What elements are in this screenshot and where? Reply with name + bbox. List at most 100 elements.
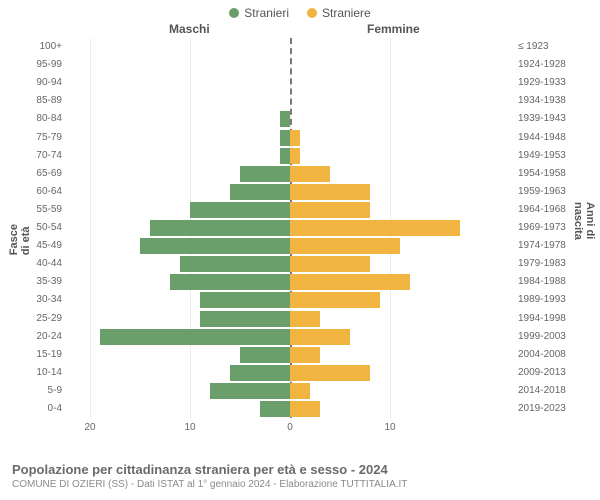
x-tick-label: 10 — [184, 422, 195, 433]
bar-male — [260, 401, 290, 417]
birth-year-label: 1959-1963 — [518, 186, 566, 197]
pyramid-row — [70, 148, 510, 164]
age-label: 50-54 — [36, 222, 62, 233]
pyramid-row — [70, 401, 510, 417]
pyramid-row — [70, 292, 510, 308]
age-label: 100+ — [39, 41, 62, 52]
bar-female — [290, 383, 310, 399]
bar-male — [210, 383, 290, 399]
bar-female — [290, 130, 300, 146]
pyramid-row — [70, 274, 510, 290]
y-axis-right-label: Anni di nascita — [572, 202, 596, 240]
bar-female — [290, 292, 380, 308]
bar-female — [290, 311, 320, 327]
bar-male — [190, 202, 290, 218]
chart-footer: Popolazione per cittadinanza straniera p… — [12, 462, 588, 490]
age-label: 30-34 — [36, 294, 62, 305]
age-label: 45-49 — [36, 240, 62, 251]
age-label: 55-59 — [36, 204, 62, 215]
pyramid-row — [70, 238, 510, 254]
bar-female — [290, 347, 320, 363]
pyramid-row — [70, 202, 510, 218]
age-label: 35-39 — [36, 276, 62, 287]
birth-year-label: 1984-1988 — [518, 276, 566, 287]
birth-year-label: 1949-1953 — [518, 150, 566, 161]
pyramid-row — [70, 93, 510, 109]
age-label: 40-44 — [36, 258, 62, 269]
pyramid-row — [70, 75, 510, 91]
age-label: 20-24 — [36, 331, 62, 342]
age-label: 65-69 — [36, 168, 62, 179]
bar-female — [290, 238, 400, 254]
age-label: 5-9 — [48, 385, 62, 396]
age-label: 90-94 — [36, 77, 62, 88]
bar-female — [290, 256, 370, 272]
female-swatch — [307, 8, 317, 18]
bar-male — [280, 148, 290, 164]
bar-male — [230, 184, 290, 200]
birth-year-label: 1979-1983 — [518, 258, 566, 269]
bar-male — [200, 311, 290, 327]
bar-female — [290, 401, 320, 417]
plot-area: 2010010100+≤ 192395-991924-192890-941929… — [70, 38, 510, 418]
birth-year-label: 2009-2013 — [518, 367, 566, 378]
bar-male — [240, 347, 290, 363]
pyramid-row — [70, 329, 510, 345]
bar-male — [180, 256, 290, 272]
chart-subtitle: COMUNE DI OZIERI (SS) - Dati ISTAT al 1°… — [12, 479, 588, 490]
header-male: Maschi — [169, 22, 210, 36]
legend-female-label: Straniere — [322, 6, 371, 20]
age-label: 70-74 — [36, 150, 62, 161]
pyramid-row — [70, 347, 510, 363]
pyramid-row — [70, 57, 510, 73]
pyramid-row — [70, 111, 510, 127]
pyramid-row — [70, 130, 510, 146]
birth-year-label: 1999-2003 — [518, 331, 566, 342]
pyramid-row — [70, 383, 510, 399]
bar-female — [290, 365, 370, 381]
birth-year-label: 1939-1943 — [518, 113, 566, 124]
bar-female — [290, 202, 370, 218]
age-label: 85-89 — [36, 95, 62, 106]
birth-year-label: 2004-2008 — [518, 349, 566, 360]
birth-year-label: 1974-1978 — [518, 240, 566, 251]
age-label: 25-29 — [36, 313, 62, 324]
age-label: 80-84 — [36, 113, 62, 124]
bar-male — [200, 292, 290, 308]
birth-year-label: 2014-2018 — [518, 385, 566, 396]
bar-male — [150, 220, 290, 236]
pyramid-row — [70, 220, 510, 236]
age-label: 15-19 — [36, 349, 62, 360]
chart-title: Popolazione per cittadinanza straniera p… — [12, 462, 588, 477]
birth-year-label: 1934-1938 — [518, 95, 566, 106]
x-tick-label: 0 — [287, 422, 293, 433]
bar-male — [170, 274, 290, 290]
pyramid-row — [70, 311, 510, 327]
bar-female — [290, 274, 410, 290]
age-label: 95-99 — [36, 59, 62, 70]
bar-male — [100, 329, 290, 345]
age-label: 60-64 — [36, 186, 62, 197]
birth-year-label: 1944-1948 — [518, 132, 566, 143]
age-label: 10-14 — [36, 367, 62, 378]
pyramid-row — [70, 256, 510, 272]
birth-year-label: 1969-1973 — [518, 222, 566, 233]
x-tick-label: 10 — [384, 422, 395, 433]
pyramid-row — [70, 365, 510, 381]
header-female: Femmine — [367, 22, 420, 36]
y-axis-left-label: Fasce di età — [8, 224, 32, 255]
birth-year-label: 1964-1968 — [518, 204, 566, 215]
age-label: 0-4 — [48, 403, 62, 414]
birth-year-label: 2019-2023 — [518, 403, 566, 414]
birth-year-label: 1924-1928 — [518, 59, 566, 70]
pyramid-row — [70, 166, 510, 182]
pyramid-row — [70, 39, 510, 55]
bar-female — [290, 329, 350, 345]
bar-male — [240, 166, 290, 182]
bar-female — [290, 148, 300, 164]
bar-male — [230, 365, 290, 381]
legend-item-male: Stranieri — [229, 6, 289, 20]
male-swatch — [229, 8, 239, 18]
bar-female — [290, 166, 330, 182]
birth-year-label: 1989-1993 — [518, 294, 566, 305]
